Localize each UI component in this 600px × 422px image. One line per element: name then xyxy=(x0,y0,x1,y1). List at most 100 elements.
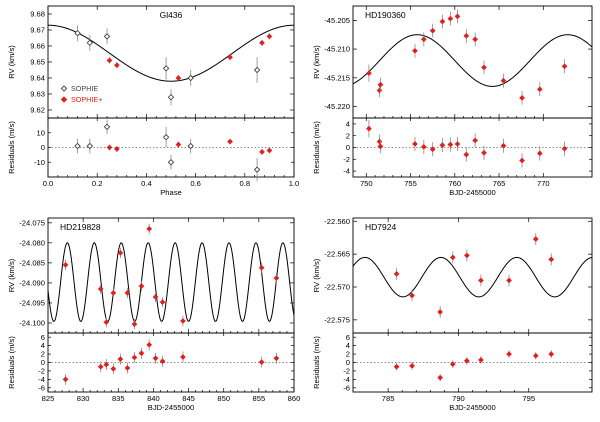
residual-point xyxy=(463,357,470,364)
residual-point xyxy=(532,352,539,359)
residual-point xyxy=(477,357,484,363)
y-tick-label: -45.205 xyxy=(324,16,350,25)
residual-point xyxy=(376,138,383,145)
panel-title: HD219828 xyxy=(60,222,101,232)
residual-point xyxy=(506,351,513,358)
rv-point xyxy=(463,252,470,259)
rv-frame xyxy=(47,217,295,334)
y-axis-label: RV (km/s) xyxy=(7,45,16,79)
x-tick-label: 765 xyxy=(493,179,506,188)
x-axis-label: BJD-2455000 xyxy=(148,403,194,412)
residual-point xyxy=(481,149,487,156)
res-y-tick-label: 4 xyxy=(41,341,45,350)
x-tick-label: 0.4 xyxy=(141,179,152,188)
residual-point xyxy=(124,365,131,371)
rv-point xyxy=(103,319,110,326)
y-tick-label: 9.62 xyxy=(30,106,45,115)
residual-point xyxy=(409,362,416,369)
residual-point xyxy=(113,146,120,152)
rv-point xyxy=(110,289,117,296)
residual-axis-label: Residuals (m/s) xyxy=(312,121,321,174)
residual-point xyxy=(500,142,507,149)
res-y-tick-label: 4 xyxy=(346,341,350,350)
rv-point xyxy=(365,70,372,77)
residual-point xyxy=(227,138,233,145)
rv-point xyxy=(167,93,175,101)
x-tick-label: 0.8 xyxy=(240,179,251,188)
y-tick-label: -45.220 xyxy=(324,102,350,111)
residual-point xyxy=(152,355,159,362)
rv-point xyxy=(259,39,265,46)
rv-point xyxy=(131,321,138,328)
residual-point xyxy=(266,147,273,154)
residual-point xyxy=(117,356,124,363)
x-axis-label: Phase xyxy=(160,188,182,197)
panel-title: Gl436 xyxy=(160,10,183,20)
x-tick-label: 0.6 xyxy=(190,179,201,188)
rv-point xyxy=(152,293,159,300)
residual-point xyxy=(74,142,81,150)
rv-frame xyxy=(352,5,593,119)
x-tick-label: 840 xyxy=(147,394,160,403)
rv-point xyxy=(454,13,461,20)
model-curve xyxy=(353,256,592,298)
rv-point xyxy=(548,256,555,263)
y-tick-label: -45.215 xyxy=(324,73,350,82)
x-tick-label: 795 xyxy=(522,394,535,403)
rv-point xyxy=(472,36,479,43)
y-tick-label: 9.65 xyxy=(30,58,45,67)
residual-point xyxy=(561,145,568,152)
res-y-tick-label: 2 xyxy=(346,131,350,140)
residual-point xyxy=(259,148,265,155)
x-tick-label: 850 xyxy=(217,394,230,403)
residual-point xyxy=(463,151,470,158)
rv-point xyxy=(429,27,436,34)
panel-hd7924: 785 790 795-22.575-22.570-22.565-22.560-6-… xyxy=(312,217,593,412)
residual-axis-label: Residuals (m/s) xyxy=(7,121,16,174)
y-tick-label: 9.66 xyxy=(30,42,45,51)
res-y-tick-label: 0 xyxy=(346,143,350,152)
rv-point xyxy=(447,15,454,22)
x-tick-label: 835 xyxy=(112,394,125,403)
x-tick-label: 750 xyxy=(360,179,373,188)
y-tick-label: -24.075 xyxy=(19,218,45,227)
residual-point xyxy=(179,354,186,360)
rv-point xyxy=(179,318,186,324)
residual-point xyxy=(548,351,555,358)
res-y-tick-label: 0 xyxy=(41,358,45,367)
panel-hd190360: 750 755 760 765 770 -45.220 -45.215 -45.210 -45.… xyxy=(312,5,593,197)
y-axis-label: RV (km/s) xyxy=(312,258,321,292)
rv-point xyxy=(124,289,131,296)
residual-point xyxy=(437,374,444,381)
x-axis-label: BJD-2455000 xyxy=(449,188,495,197)
x-tick-label: 855 xyxy=(253,394,266,403)
residual-point xyxy=(536,150,543,157)
model-curve xyxy=(48,24,294,82)
res-y-tick-label: 10 xyxy=(37,128,45,137)
y-tick-label: -22.560 xyxy=(324,217,350,226)
rv-point xyxy=(463,32,470,39)
residual-point xyxy=(138,350,145,357)
rv-point xyxy=(106,57,113,64)
legend-marker xyxy=(60,96,68,103)
x-tick-label: 770 xyxy=(537,179,550,188)
rv-point xyxy=(258,264,265,271)
res-y-tick-label: 6 xyxy=(346,333,350,342)
x-tick-label: 1.0 xyxy=(289,179,300,188)
x-tick-label: 0.2 xyxy=(92,179,103,188)
residual-point xyxy=(377,143,384,150)
rv-point xyxy=(253,66,261,74)
residual-point xyxy=(162,133,170,141)
residual-point xyxy=(449,361,456,368)
rv-point xyxy=(536,86,543,93)
y-tick-label: 9.67 xyxy=(30,26,45,35)
res-y-tick-label: 0 xyxy=(346,358,350,367)
rv-point xyxy=(393,270,400,277)
rv-point xyxy=(481,64,487,71)
rv-point xyxy=(162,65,170,72)
rv-point xyxy=(103,33,111,40)
model-curve xyxy=(353,34,592,87)
rv-point xyxy=(138,283,145,290)
residual-point xyxy=(103,123,111,131)
x-axis-label: BJD-2455000 xyxy=(449,403,495,412)
